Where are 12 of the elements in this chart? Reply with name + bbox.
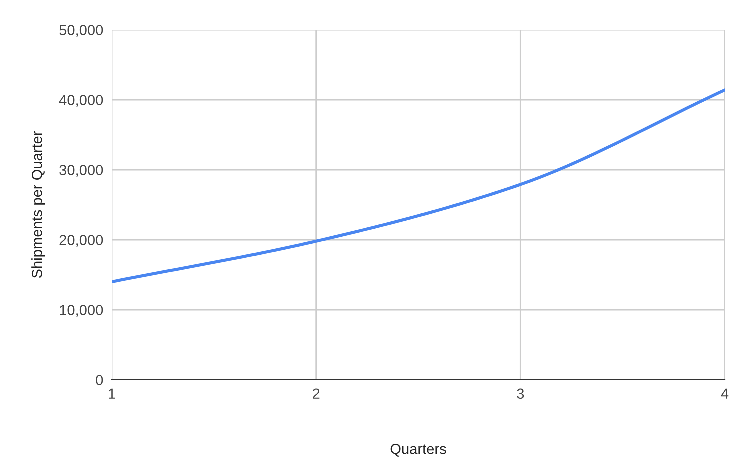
x-tick-label: 4 [721,388,729,399]
x-tick-label: 3 [517,388,524,400]
y-tick-label: 10,000 [60,305,104,318]
y-tick-label: 20,000 [60,235,104,248]
y-tick-label: 30,000 [60,165,104,178]
y-tick-label: 0 [96,375,104,386]
x-tick-label: 1 [109,388,116,399]
x-tick-label: 2 [313,388,320,399]
x-axis-title: Quarters [390,444,446,457]
y-tick-label: 40,000 [59,95,104,108]
y-tick-label: 50,000 [60,25,104,38]
y-axis-title: Shipments per Quarter [32,131,46,278]
